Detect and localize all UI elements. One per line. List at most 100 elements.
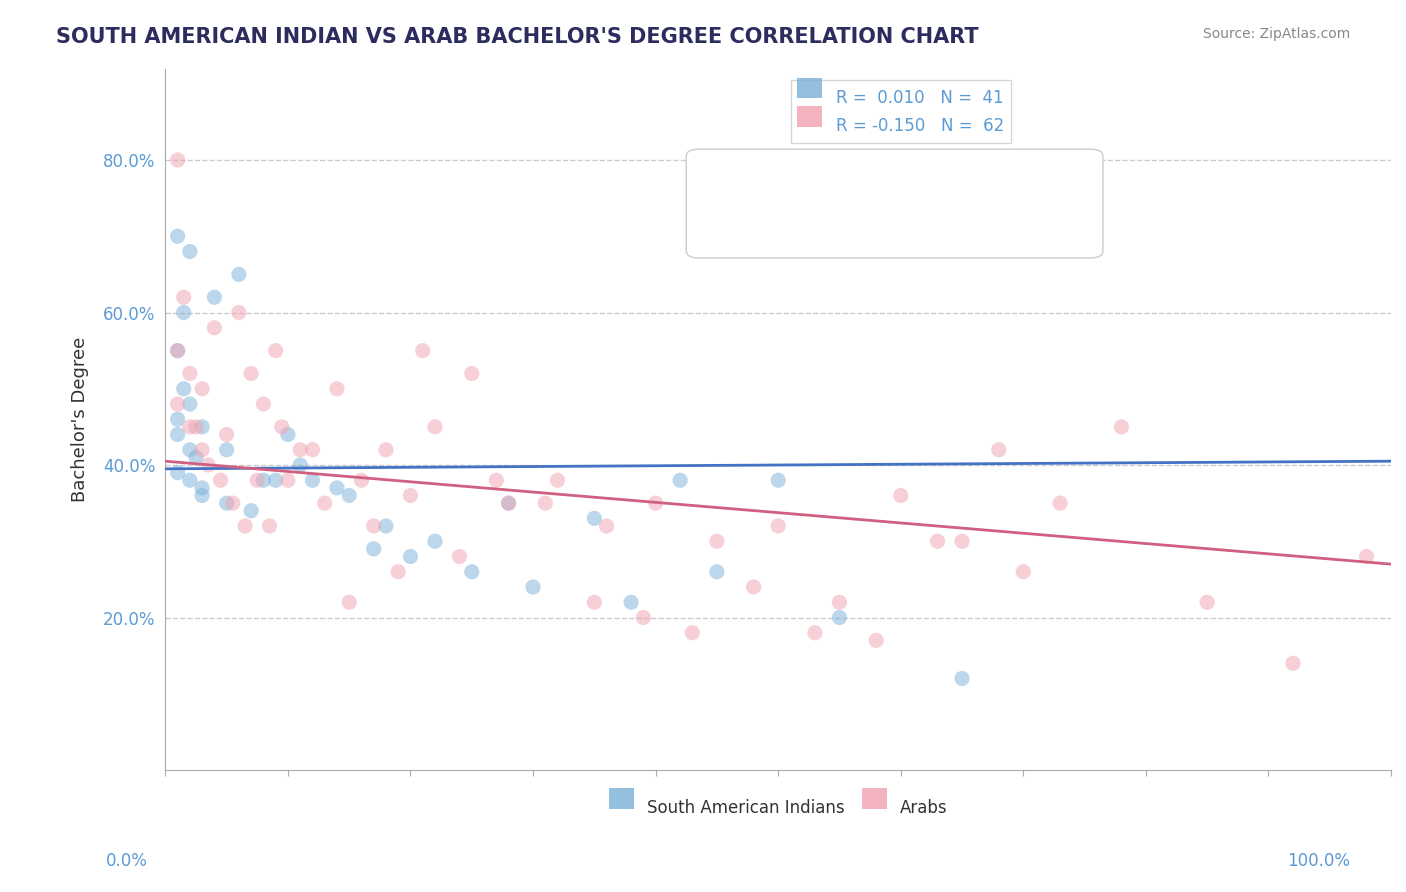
Point xyxy=(228,268,250,282)
Point xyxy=(950,672,973,686)
Point xyxy=(1012,565,1035,579)
Point xyxy=(1197,595,1219,609)
Text: 0.0%: 0.0% xyxy=(105,852,148,870)
Point xyxy=(215,442,238,457)
Point xyxy=(828,610,851,624)
Point xyxy=(950,534,973,549)
Point xyxy=(252,397,274,411)
Point xyxy=(240,504,263,518)
Point xyxy=(166,397,188,411)
Point xyxy=(191,442,214,457)
Point xyxy=(865,633,887,648)
Point xyxy=(166,343,188,358)
Point xyxy=(246,473,269,487)
Point xyxy=(301,442,323,457)
Point xyxy=(215,427,238,442)
Point xyxy=(166,153,188,167)
Point xyxy=(583,595,606,609)
Point xyxy=(987,442,1010,457)
Point xyxy=(270,420,292,434)
Point xyxy=(706,534,728,549)
Point xyxy=(534,496,557,510)
Point xyxy=(179,442,201,457)
Point xyxy=(264,473,287,487)
Point xyxy=(191,489,214,503)
Point xyxy=(461,565,484,579)
Point xyxy=(644,496,666,510)
Point xyxy=(375,519,398,533)
Point xyxy=(350,473,373,487)
Point xyxy=(363,541,385,556)
Point xyxy=(326,481,349,495)
Point xyxy=(197,458,219,472)
Point xyxy=(166,466,188,480)
Point xyxy=(173,290,195,304)
Point xyxy=(387,565,409,579)
Point xyxy=(681,625,703,640)
Point xyxy=(461,367,484,381)
Point xyxy=(166,229,188,244)
Point xyxy=(191,382,214,396)
Text: 100.0%: 100.0% xyxy=(1286,852,1350,870)
Point xyxy=(449,549,471,564)
Point xyxy=(215,496,238,510)
Point xyxy=(166,412,188,426)
Text: SOUTH AMERICAN INDIAN VS ARAB BACHELOR'S DEGREE CORRELATION CHART: SOUTH AMERICAN INDIAN VS ARAB BACHELOR'S… xyxy=(56,27,979,46)
Point xyxy=(179,397,201,411)
Point xyxy=(228,305,250,319)
Point xyxy=(209,473,232,487)
Point xyxy=(184,450,207,465)
Point xyxy=(423,534,446,549)
Point xyxy=(288,442,311,457)
Point xyxy=(337,595,360,609)
Point xyxy=(766,519,789,533)
Point xyxy=(277,473,299,487)
Point xyxy=(498,496,520,510)
Legend: South American Indians, Arabs: South American Indians, Arabs xyxy=(602,791,955,825)
Point xyxy=(277,427,299,442)
Point xyxy=(498,496,520,510)
Point xyxy=(399,489,422,503)
Point xyxy=(828,595,851,609)
Point xyxy=(927,534,949,549)
Point xyxy=(766,473,789,487)
FancyBboxPatch shape xyxy=(686,149,1102,258)
Point xyxy=(337,489,360,503)
Point xyxy=(742,580,765,594)
Point xyxy=(233,519,256,533)
Point xyxy=(669,473,692,487)
Point xyxy=(191,420,214,434)
Point xyxy=(375,442,398,457)
Point xyxy=(179,244,201,259)
Point xyxy=(522,580,544,594)
Point xyxy=(179,367,201,381)
Point xyxy=(583,511,606,525)
Point xyxy=(252,473,274,487)
Point xyxy=(412,343,434,358)
Point xyxy=(240,367,263,381)
Point xyxy=(191,481,214,495)
Point xyxy=(264,343,287,358)
Point xyxy=(301,473,323,487)
Point xyxy=(202,290,225,304)
Point xyxy=(399,549,422,564)
Point xyxy=(1355,549,1378,564)
Point xyxy=(166,343,188,358)
Point xyxy=(804,625,827,640)
Point xyxy=(890,489,912,503)
Point xyxy=(202,320,225,334)
Point xyxy=(173,305,195,319)
Point xyxy=(706,565,728,579)
Point xyxy=(633,610,655,624)
Point xyxy=(1111,420,1133,434)
Point xyxy=(423,420,446,434)
Point xyxy=(547,473,569,487)
Point xyxy=(620,595,643,609)
Point xyxy=(326,382,349,396)
Point xyxy=(166,427,188,442)
Point xyxy=(595,519,617,533)
Point xyxy=(173,382,195,396)
Point xyxy=(314,496,336,510)
Point xyxy=(259,519,281,533)
Point xyxy=(288,458,311,472)
